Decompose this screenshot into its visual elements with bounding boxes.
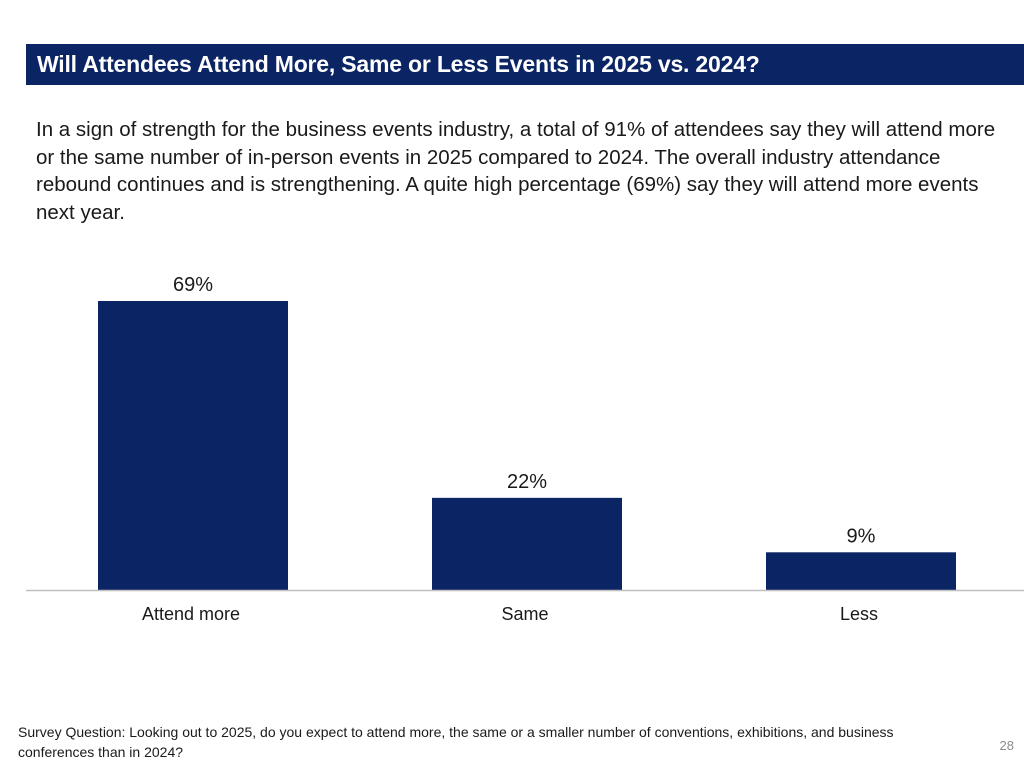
category-label: Same — [501, 604, 548, 624]
data-label: 69% — [173, 274, 213, 296]
data-label: 22% — [507, 471, 547, 493]
page-number: 28 — [999, 738, 1014, 753]
bar-less — [766, 552, 956, 590]
title-bar: Will Attendees Attend More, Same or Less… — [26, 44, 1024, 85]
survey-question-footnote: Survey Question: Looking out to 2025, do… — [18, 724, 894, 760]
category-label: Attend more — [142, 604, 240, 624]
category-label: Less — [840, 604, 878, 624]
intro-paragraph: In a sign of strength for the business e… — [36, 118, 996, 224]
bar-same — [432, 497, 622, 590]
bar-attend-more — [98, 301, 288, 590]
slide-title: Will Attendees Attend More, Same or Less… — [37, 51, 760, 77]
data-label: 9% — [847, 525, 876, 547]
